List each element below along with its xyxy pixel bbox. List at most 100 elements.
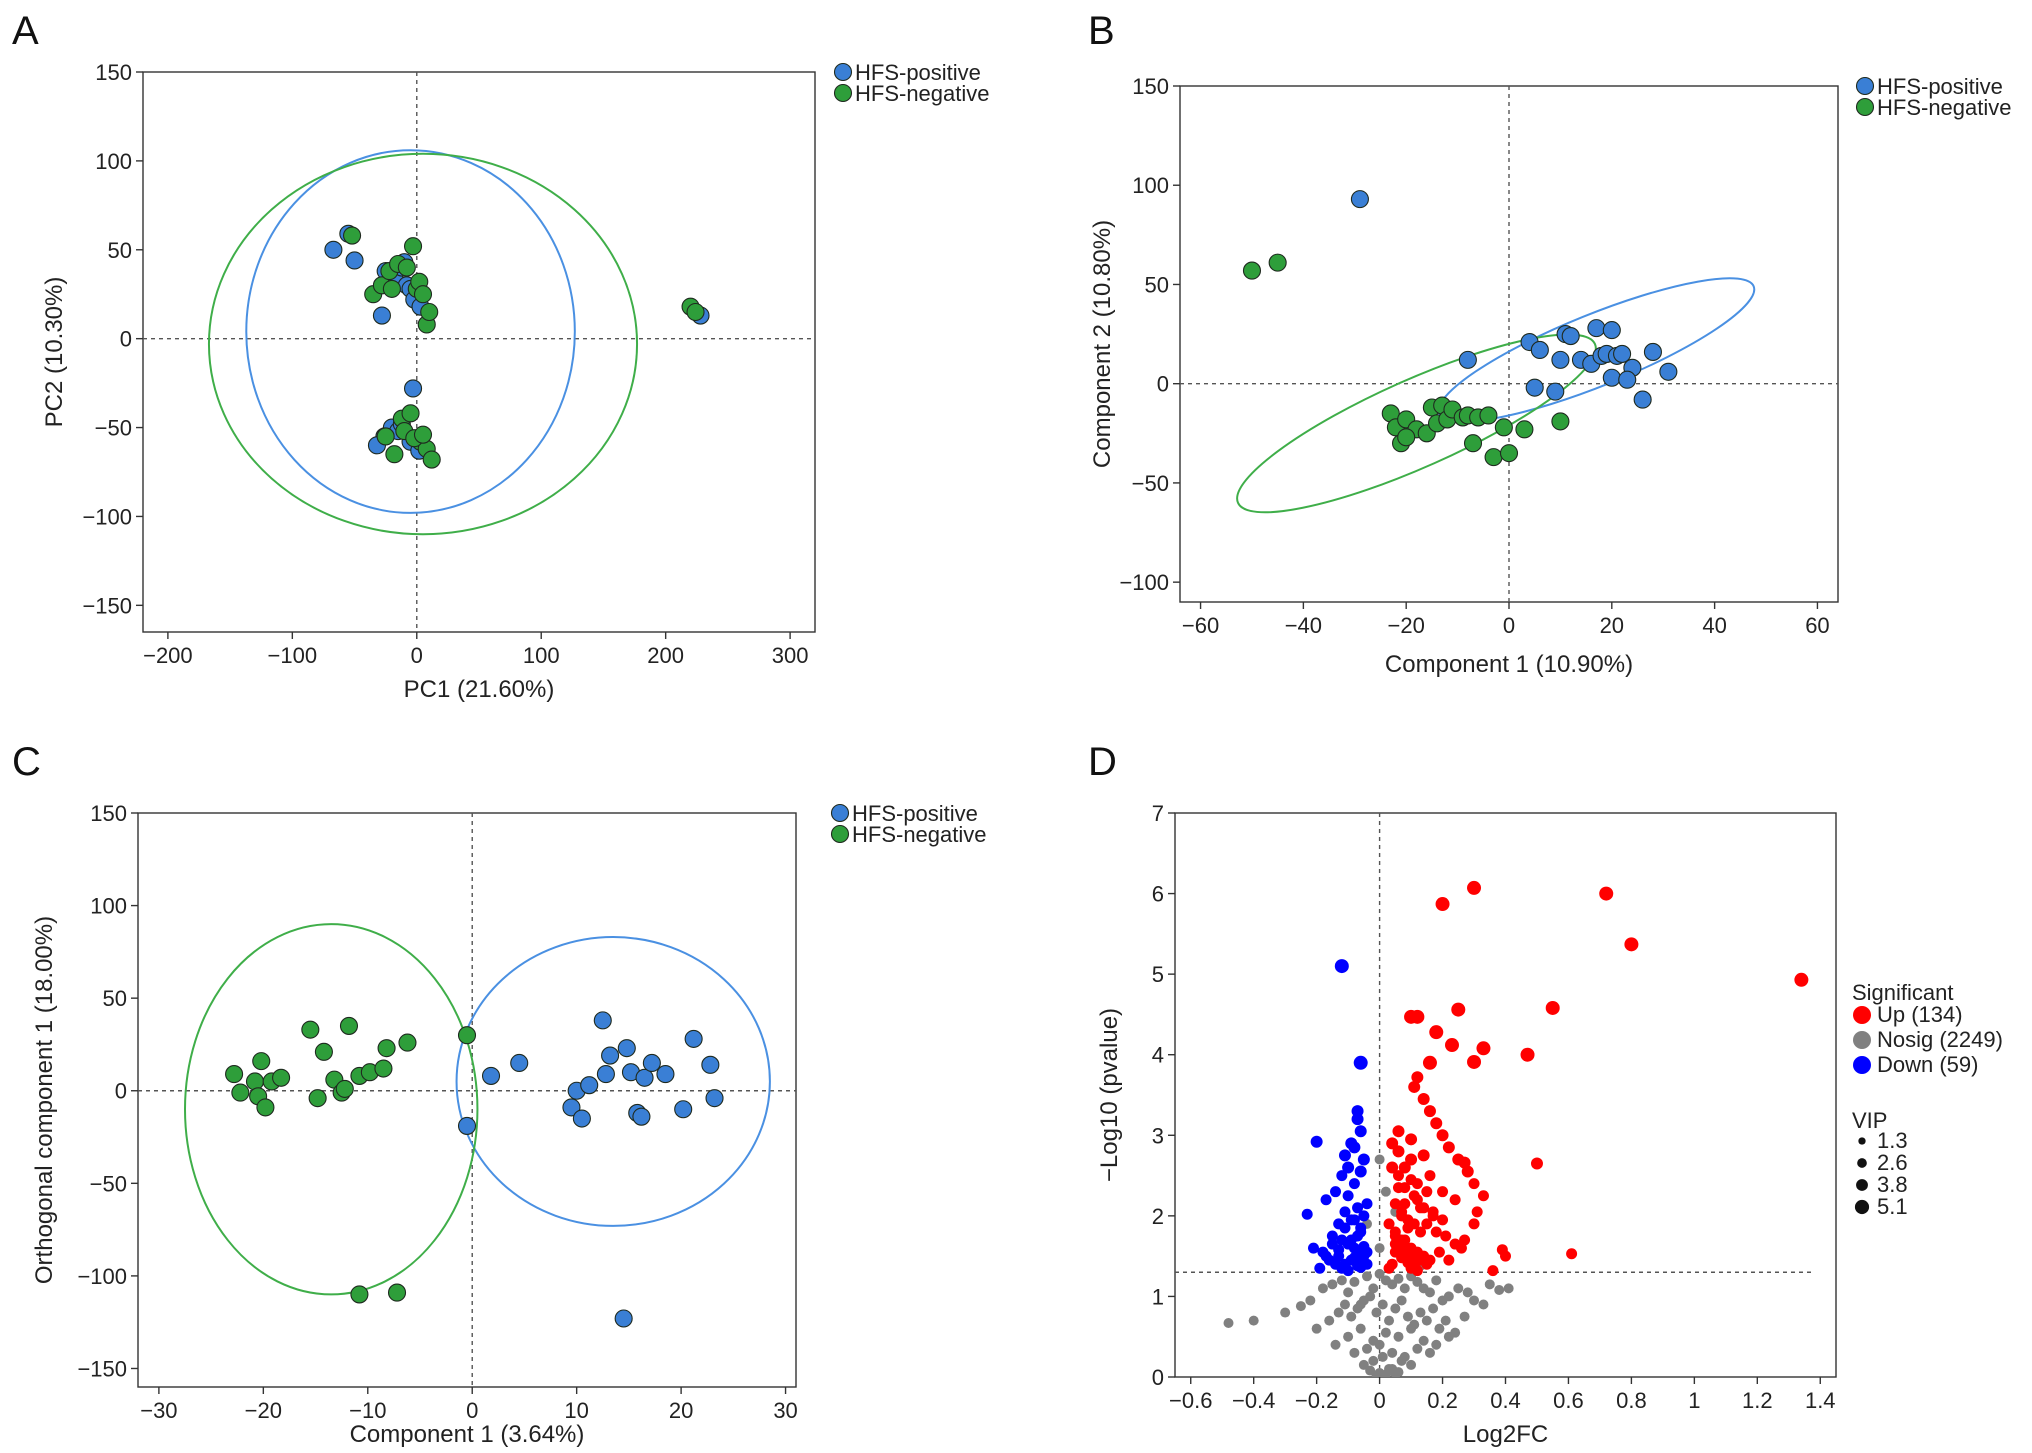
point-up — [1468, 1218, 1480, 1230]
point-hfs-negative — [350, 1285, 369, 1304]
point-hfs-positive — [1551, 350, 1570, 369]
point-nosig — [1343, 1287, 1354, 1298]
data-layer — [207, 149, 710, 536]
x-tick-label: 0.8 — [1616, 1388, 1647, 1413]
point-nosig — [1324, 1315, 1335, 1326]
x-axis-title: PC1 (21.60%) — [404, 676, 555, 703]
x-tick-label: 20 — [669, 1398, 693, 1423]
point-hfs-negative — [422, 450, 441, 469]
point-nosig — [1428, 1303, 1439, 1314]
point-hfs-negative — [225, 1065, 244, 1084]
panel-label: B — [1088, 9, 1115, 53]
point-hfs-negative — [385, 445, 404, 464]
point-down — [1334, 959, 1349, 974]
y-tick-label: 150 — [90, 801, 127, 826]
x-tick-label: 0 — [1503, 613, 1515, 638]
point-hfs-positive — [562, 1098, 581, 1117]
point-down — [1301, 1208, 1313, 1220]
point-nosig — [1434, 1323, 1445, 1334]
point-nosig — [1368, 1283, 1379, 1294]
point-nosig — [1374, 1243, 1385, 1254]
point-down — [1348, 1178, 1360, 1190]
point-hfs-negative — [1479, 406, 1498, 425]
point-up — [1415, 1202, 1427, 1214]
point-up — [1383, 1262, 1395, 1274]
point-up — [1442, 1141, 1455, 1154]
point-hfs-negative — [308, 1089, 327, 1108]
point-nosig — [1494, 1284, 1505, 1295]
point-hfs-positive — [642, 1053, 661, 1073]
x-tick-label: 30 — [773, 1398, 797, 1423]
point-up — [1405, 1153, 1418, 1166]
point-hfs-positive — [1350, 190, 1369, 209]
point-nosig — [1412, 1343, 1423, 1354]
point-nosig — [1424, 1347, 1435, 1358]
point-hfs-negative — [413, 425, 433, 444]
point-hfs-positive — [481, 1066, 501, 1085]
point-hfs-positive — [617, 1039, 636, 1058]
point-down — [1342, 1190, 1354, 1202]
point-up — [1437, 1186, 1449, 1198]
point-hfs-negative — [374, 1059, 393, 1078]
legend-marker — [1853, 1056, 1871, 1074]
point-up — [1389, 1198, 1401, 1210]
x-tick-label: 60 — [1805, 613, 1829, 638]
point-up — [1421, 1258, 1433, 1270]
point-up — [1392, 1125, 1405, 1138]
point-nosig — [1374, 1268, 1385, 1279]
point-nosig — [1399, 1283, 1410, 1294]
x-tick-label: −100 — [268, 643, 318, 668]
y-tick-label: 0 — [1152, 1365, 1164, 1390]
point-nosig — [1462, 1287, 1473, 1298]
point-hfs-positive — [1633, 390, 1652, 409]
point-up — [1421, 1186, 1433, 1198]
x-tick-label: 1.2 — [1742, 1388, 1773, 1413]
point-nosig — [1336, 1275, 1347, 1286]
point-up — [1386, 1161, 1399, 1174]
y-tick-label: 1 — [1152, 1284, 1164, 1309]
confidence-ellipse-hfs-negative — [184, 923, 479, 1296]
point-nosig — [1443, 1291, 1454, 1302]
confidence-ellipse-hfs-negative — [1236, 333, 1597, 514]
point-nosig — [1431, 1339, 1442, 1350]
point-up — [1461, 1165, 1474, 1178]
point-nosig — [1459, 1311, 1470, 1322]
point-hfs-positive — [596, 1065, 615, 1084]
x-tick-label: 300 — [772, 643, 809, 668]
point-hfs-positive — [614, 1309, 633, 1328]
y-tick-label: 100 — [90, 894, 127, 919]
point-hfs-positive — [1458, 350, 1477, 369]
point-hfs-negative — [256, 1098, 275, 1117]
y-axis-title: −Log10 (pvalue) — [1096, 1008, 1123, 1182]
point-up — [1408, 1080, 1421, 1093]
point-up — [1402, 1242, 1414, 1254]
point-nosig — [1346, 1311, 1357, 1322]
point-up — [1437, 1214, 1449, 1226]
panel-label: D — [1088, 740, 1117, 784]
size-legend-marker — [1854, 1199, 1870, 1215]
x-tick-label: −20 — [1388, 613, 1425, 638]
legend-label: HFS-positive — [855, 60, 981, 85]
point-up — [1444, 1038, 1459, 1053]
point-hfs-positive — [705, 1089, 724, 1108]
point-nosig — [1402, 1311, 1413, 1322]
point-nosig — [1453, 1283, 1464, 1294]
x-tick-label: 0 — [466, 1398, 478, 1423]
point-nosig — [1393, 1331, 1404, 1342]
point-down — [1326, 1230, 1338, 1242]
size-legend-label: 2.6 — [1877, 1150, 1908, 1175]
point-nosig — [1393, 1273, 1404, 1284]
point-hfs-positive — [1613, 344, 1632, 363]
confidence-ellipse-hfs-negative — [207, 152, 639, 536]
point-up — [1404, 1009, 1419, 1024]
point-up — [1417, 1149, 1430, 1162]
x-tick-label: 1.4 — [1805, 1388, 1836, 1413]
point-up — [1421, 1218, 1433, 1230]
confidence-ellipse-hfs-positive — [455, 936, 771, 1227]
size-legend-marker — [1858, 1137, 1866, 1145]
point-up — [1392, 1145, 1405, 1158]
x-tick-label: 0.4 — [1490, 1388, 1521, 1413]
x-tick-label: −10 — [349, 1398, 386, 1423]
